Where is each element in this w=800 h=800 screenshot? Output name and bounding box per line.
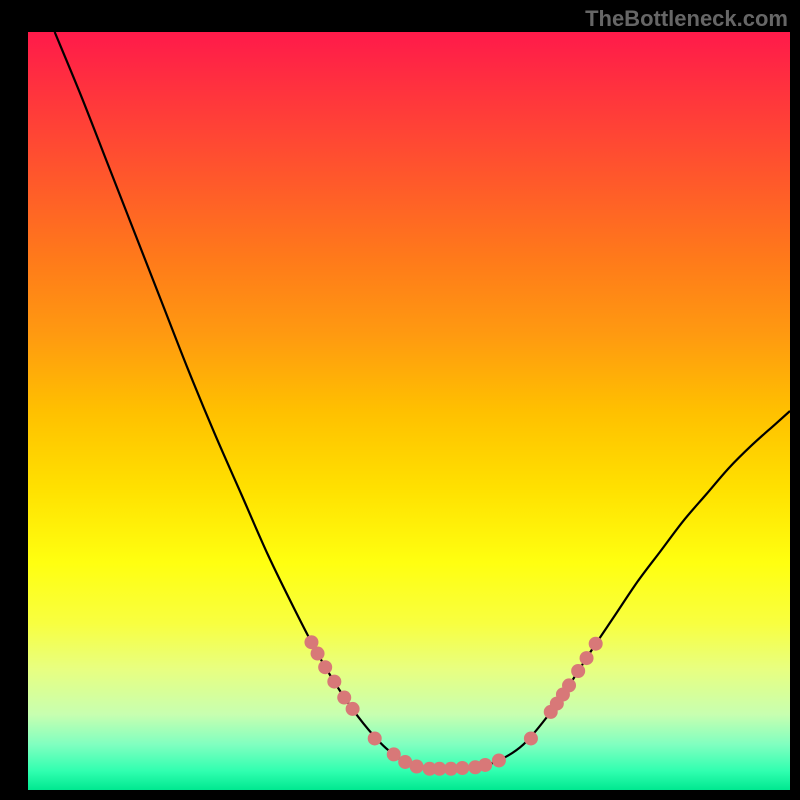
marker-dot (387, 747, 401, 761)
marker-dot (311, 647, 325, 661)
watermark-text: TheBottleneck.com (585, 6, 788, 32)
marker-dot (318, 660, 332, 674)
gradient-background (28, 32, 790, 790)
marker-dot (327, 675, 341, 689)
marker-dot (368, 731, 382, 745)
marker-dot (478, 758, 492, 772)
marker-dot (562, 678, 576, 692)
marker-dot (571, 664, 585, 678)
chart-svg (28, 32, 790, 790)
marker-dot (524, 731, 538, 745)
plot-area (28, 32, 790, 790)
marker-dot (346, 702, 360, 716)
chart-container: TheBottleneck.com (0, 0, 800, 800)
marker-dot (580, 651, 594, 665)
marker-dot (589, 637, 603, 651)
marker-dot (455, 761, 469, 775)
marker-dot (337, 691, 351, 705)
marker-dot (410, 760, 424, 774)
marker-dot (492, 753, 506, 767)
